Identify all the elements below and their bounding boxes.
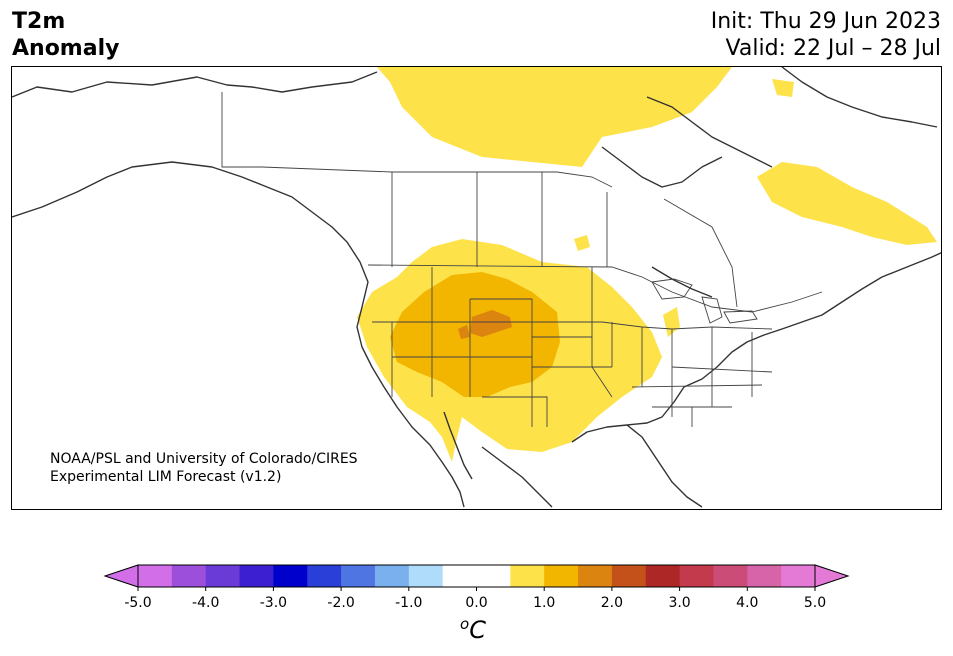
colorbar-tick-label: 0.0 [465,595,487,611]
unit-label: oC [460,615,486,644]
colorbar-cell [713,565,748,587]
anomaly-level-1 [357,67,937,462]
colorbar-tick-label: 4.0 [736,595,758,611]
colorbar-cell [510,565,545,587]
colorbar-tick-label: 5.0 [804,595,826,611]
colorbar-cell [645,565,681,587]
colorbar-ticks: -5.0 -4.0 -3.0 -2.0 -1.0 0.0 1.0 2.0 3.0 4.0 5.0 [124,587,826,611]
colorbar: -5.0 -4.0 -3.0 -2.0 -1.0 0.0 1.0 2.0 3.0 4.0 5.0 [0,560,953,656]
coastlines [12,67,941,508]
colorbar-cells [138,565,816,587]
colorbar-tick-label: -1.0 [395,595,422,611]
title-line-2: Anomaly [12,36,120,61]
colorbar-svg: -5.0 -4.0 -3.0 -2.0 -1.0 0.0 1.0 2.0 3.0 4.0 5.0 [103,564,850,611]
colorbar-cell [679,565,714,587]
forecast-dates: Init: Thu 29 Jun 2023 Valid: 22 Jul – 28… [711,8,941,62]
colorbar-cell [205,565,241,587]
colorbar-cell [307,565,342,587]
colorbar-cell [138,565,173,587]
colorbar-cell [747,565,782,587]
colorbar-cell [408,565,444,587]
anomaly-level-3 [458,310,512,339]
colorbar-cell [476,565,511,587]
colorbar-tick-label: -4.0 [192,595,219,611]
unit-superscript: o [460,615,470,633]
great-lakes [651,278,758,324]
unit-text: C [469,616,486,644]
colorbar-tick-label: 1.0 [533,595,555,611]
credit-line-2: Experimental LIM Forecast (v1.2) [50,469,282,485]
colorbar-cell [442,565,477,587]
colorbar-cell [239,565,274,587]
colorbar-tick-label: -2.0 [327,595,354,611]
colorbar-tick-label: 2.0 [601,595,623,611]
colorbar-cell [611,565,647,587]
colorbar-cell [781,565,816,587]
colorbar-extend-max [814,564,850,588]
colorbar-tick-label: -5.0 [124,595,151,611]
colorbar-cell [171,565,207,587]
colorbar-tick-label: -3.0 [260,595,287,611]
credit-line-1: NOAA/PSL and University of Colorado/CIRE… [50,451,358,467]
colorbar-cell [374,565,410,587]
borders [221,92,823,427]
valid-range: Valid: 22 Jul – 28 Jul [725,36,941,61]
credit-text: NOAA/PSL and University of Colorado/CIRE… [50,450,358,486]
init-date: Init: Thu 29 Jun 2023 [710,9,941,34]
colorbar-cell [341,565,376,587]
colorbar-cell [273,565,308,587]
colorbar-cell [544,565,579,587]
colorbar-cell [578,565,613,587]
colorbar-extend-min [103,564,139,588]
colorbar-tick-label: 3.0 [668,595,690,611]
anomaly-map [12,67,941,508]
map-panel: NOAA/PSL and University of Colorado/CIRE… [11,66,942,510]
map-title: T2m Anomaly [12,8,119,62]
title-line-1: T2m [12,9,66,34]
